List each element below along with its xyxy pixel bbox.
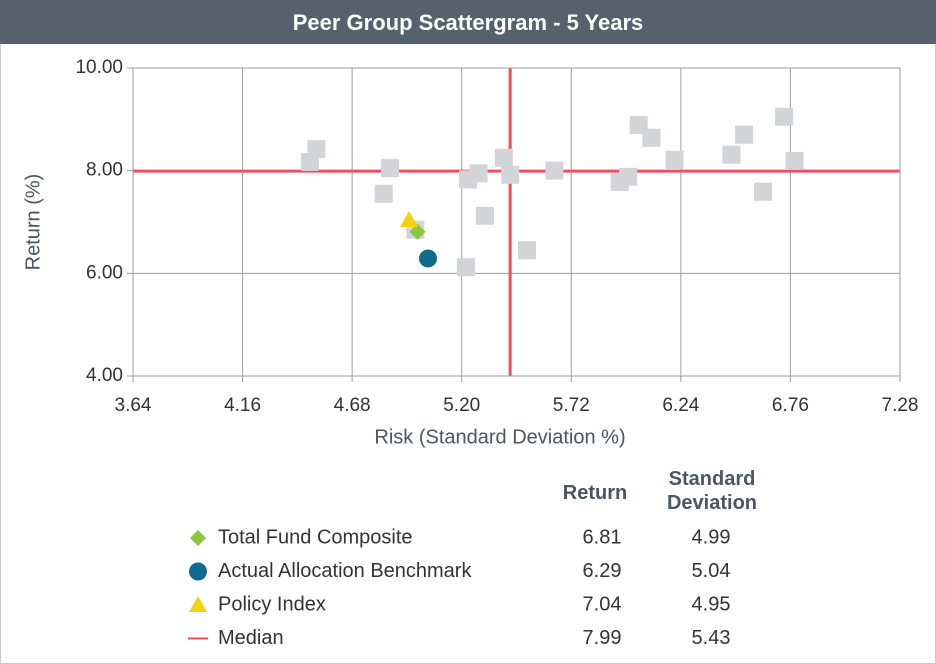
y-axis-label: Return (%) [22,174,44,271]
table-value: 7.99 [583,627,622,649]
point [619,167,638,186]
y-tick-label: 6.00 [86,262,123,283]
point [518,241,537,260]
point [735,125,754,144]
x-tick-label: 7.28 [882,395,919,416]
table-value: 4.99 [692,526,731,548]
legend-marker [189,596,207,612]
point [785,151,804,170]
point [400,210,419,227]
legend-label: Median [218,627,284,649]
chart-title: Peer Group Scattergram - 5 Years [293,10,644,35]
table-header: Return [562,482,628,504]
table-value: 4.95 [692,593,731,615]
legend-marker [190,530,206,546]
x-tick-label: 4.68 [334,395,371,416]
point [374,184,393,203]
point [722,145,741,164]
x-tick-label: 4.16 [224,395,261,416]
table-value: 7.04 [583,593,622,615]
x-tick-label: 6.24 [662,395,699,416]
point [456,258,475,277]
title-bar [0,0,936,44]
point [469,164,488,183]
legend-label: Total Fund Composite [218,526,413,548]
legend-label: Policy Index [218,593,326,615]
plot-border [132,67,901,377]
point [754,182,773,201]
table-header: Standard Deviation [666,468,758,514]
y-tick-label: 4.00 [86,365,123,386]
x-tick-label: 3.64 [115,395,152,416]
point [545,161,564,180]
y-tick-label: 10.00 [75,57,123,78]
table-value: 5.04 [692,560,731,582]
point [381,159,400,178]
point [307,140,326,159]
x-tick-label: 6.76 [772,395,809,416]
x-tick-label: 5.72 [553,395,590,416]
x-tick-label: 5.20 [443,395,480,416]
legend-label: Actual Allocation Benchmark [218,560,472,582]
point [642,128,661,147]
table-value: 5.43 [692,627,731,649]
point [409,223,426,240]
table-value: 6.81 [583,526,622,548]
point [665,150,684,169]
legend-marker [189,562,207,581]
x-axis-label: Risk (Standard Deviation %) [374,426,625,448]
point [419,249,437,268]
y-tick-label: 8.00 [86,160,123,181]
table-value: 6.29 [583,560,622,582]
point [494,148,513,167]
point [775,107,794,126]
point [475,206,494,225]
point [501,165,520,184]
